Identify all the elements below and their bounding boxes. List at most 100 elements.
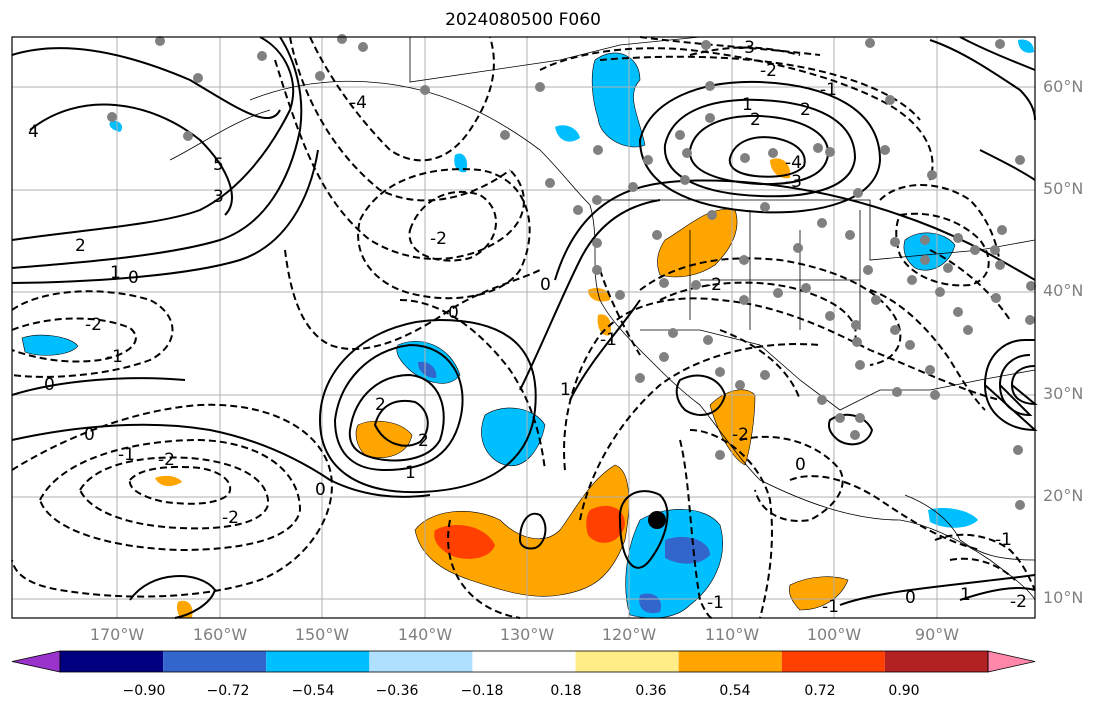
contour-label: -1 bbox=[820, 80, 837, 100]
positive-anomaly-patch bbox=[770, 158, 791, 179]
colorbar-swatch bbox=[266, 651, 370, 672]
contour-label: 0 bbox=[315, 480, 326, 500]
colorbar-swatch bbox=[575, 651, 679, 672]
colorbar-swatch bbox=[781, 651, 885, 672]
colorbar-tick: 0.72 bbox=[804, 683, 836, 699]
positive-contours bbox=[11, 36, 1038, 619]
map-frame bbox=[11, 36, 1036, 619]
shading-layer bbox=[21, 39, 1034, 619]
positive-anomaly-patch bbox=[597, 314, 612, 336]
colorbar-tick: −0.54 bbox=[291, 683, 335, 699]
contour-label: 0 bbox=[44, 375, 55, 395]
station-markers bbox=[107, 34, 1036, 510]
contour-label: -1 bbox=[106, 347, 123, 367]
contour-label: -1 bbox=[600, 330, 617, 350]
colorbar-tick: −0.18 bbox=[460, 683, 504, 699]
colorbar-swatch bbox=[369, 651, 473, 672]
negative-anomaly-patch bbox=[625, 509, 723, 619]
colorbar-swatch bbox=[884, 651, 988, 672]
lon-label: 170°W bbox=[89, 625, 145, 644]
contour-label: 1 bbox=[405, 463, 416, 483]
map-title: 2024080500 F060 bbox=[445, 10, 601, 30]
colorbar-tick: 0.54 bbox=[719, 683, 751, 699]
contour-label: 2 bbox=[375, 395, 386, 415]
colorbar-swatch bbox=[678, 651, 782, 672]
graticule bbox=[12, 37, 1035, 618]
negative-anomaly-patch bbox=[481, 407, 546, 467]
lat-label: 60°N bbox=[1043, 77, 1084, 96]
contour-label: -4 bbox=[785, 153, 802, 173]
contour-label: -2 bbox=[732, 425, 749, 445]
lon-label: 130°W bbox=[499, 625, 555, 644]
colorbar-tick: −0.36 bbox=[375, 683, 419, 699]
contour-label: 0 bbox=[128, 268, 139, 288]
negative-anomaly-patch bbox=[1018, 39, 1034, 53]
negative-anomaly-patch bbox=[903, 232, 956, 271]
contour-label: -1 bbox=[822, 597, 839, 617]
lat-label: 30°N bbox=[1043, 384, 1084, 403]
colorbar-swatch bbox=[163, 651, 267, 672]
negative-anomaly-patch bbox=[109, 120, 123, 132]
lat-label: 20°N bbox=[1043, 486, 1084, 505]
contour-label: 2 bbox=[75, 236, 86, 256]
strong-positive-patch bbox=[434, 525, 495, 559]
lat-label: 40°N bbox=[1043, 281, 1084, 300]
map-area bbox=[12, 37, 1035, 618]
contour-label: -2 bbox=[85, 315, 102, 335]
lat-label: 50°N bbox=[1043, 179, 1084, 198]
colorbar-tick: 0.36 bbox=[635, 683, 667, 699]
negative-anomaly-patch bbox=[454, 153, 468, 173]
strong-positive-patch bbox=[586, 505, 625, 543]
contour-label: 0 bbox=[448, 303, 459, 323]
contour-label: -2 bbox=[705, 275, 722, 295]
lon-label: 90°W bbox=[914, 625, 960, 644]
lon-label: 150°W bbox=[294, 625, 350, 644]
lon-label: 100°W bbox=[806, 625, 862, 644]
negative-anomaly-patch bbox=[21, 334, 79, 356]
lon-label: 140°W bbox=[397, 625, 453, 644]
contour-label: -3 bbox=[785, 172, 802, 192]
lon-label: 120°W bbox=[601, 625, 657, 644]
negative-anomaly-patch bbox=[928, 508, 978, 528]
contour-label: 1 bbox=[110, 263, 121, 283]
colorbar-extend-low bbox=[11, 650, 61, 673]
contour-label: 5 bbox=[213, 155, 224, 175]
contour-label: -1 bbox=[118, 445, 135, 465]
contour-label: -4 bbox=[350, 93, 367, 113]
positive-anomaly-patch bbox=[155, 475, 182, 487]
contour-label: 0 bbox=[905, 588, 916, 608]
contour-label: -2 bbox=[1010, 592, 1027, 612]
positive-anomaly-patch bbox=[355, 420, 413, 458]
colorbar-outline bbox=[59, 650, 989, 673]
storm-center-marker bbox=[648, 511, 666, 529]
negative-anomaly-patch bbox=[396, 341, 461, 384]
strong-negative-patch bbox=[665, 536, 710, 564]
colorbar-tick: −0.90 bbox=[122, 683, 166, 699]
positive-anomaly-patch bbox=[789, 576, 849, 611]
contour-label: -3 bbox=[738, 38, 755, 58]
contour-label: 4 bbox=[28, 122, 39, 142]
colorbar-swatch bbox=[60, 651, 164, 672]
contour-label: 0 bbox=[540, 275, 551, 295]
contour-label: -1 bbox=[707, 593, 724, 613]
colorbar-swatch bbox=[472, 651, 576, 672]
contour-label: 1 bbox=[560, 380, 571, 400]
negative-anomaly-patch bbox=[591, 52, 646, 148]
contour-label-layer: -3 -2 -4 4 5 3 2 1 0 -2 -1 0 -1 -2 -2 0 … bbox=[28, 38, 1027, 617]
contour-label: 0 bbox=[84, 425, 95, 445]
positive-anomaly-patch bbox=[588, 288, 611, 302]
contour-label: -2 bbox=[760, 61, 777, 81]
contour-label: 1 bbox=[960, 585, 971, 605]
strong-negative-patch bbox=[639, 593, 662, 614]
contour-label: -2 bbox=[158, 450, 175, 470]
lon-label: 110°W bbox=[704, 625, 760, 644]
colorbar-tick: −0.72 bbox=[206, 683, 250, 699]
contour-label: 1 bbox=[742, 95, 753, 115]
contour-label: 2 bbox=[750, 110, 761, 130]
contour-label: -2 bbox=[222, 508, 239, 528]
colorbar-tick: 0.90 bbox=[888, 683, 920, 699]
negative-anomaly-patch bbox=[555, 125, 580, 142]
contour-label: 3 bbox=[213, 187, 224, 207]
colorbar-extend-high bbox=[987, 650, 1036, 673]
